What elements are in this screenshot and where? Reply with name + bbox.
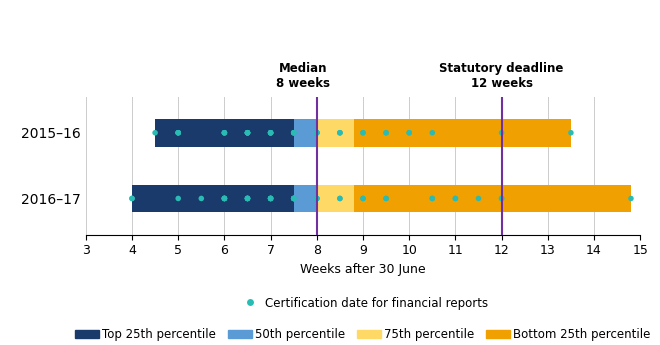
Point	[288, 130, 299, 136]
Point	[219, 130, 230, 136]
Point	[265, 130, 276, 136]
Point	[381, 130, 391, 136]
Point	[265, 130, 276, 136]
Point	[196, 196, 207, 201]
X-axis label: Weeks after 30 June: Weeks after 30 June	[300, 263, 426, 276]
Point	[219, 130, 230, 136]
Point	[358, 196, 368, 201]
Point	[566, 130, 576, 136]
Point	[288, 130, 299, 136]
Point	[312, 196, 322, 201]
Bar	[317, 119, 354, 147]
Point	[265, 196, 276, 201]
Bar	[354, 119, 571, 147]
Point	[358, 130, 368, 136]
Point	[173, 130, 183, 136]
Point	[265, 130, 276, 136]
Point	[288, 196, 299, 201]
Point	[242, 130, 253, 136]
Point	[450, 196, 461, 201]
Point	[219, 196, 230, 201]
Point	[404, 130, 414, 136]
Point	[242, 196, 253, 201]
Point	[265, 130, 276, 136]
Point	[173, 196, 183, 201]
Point	[381, 196, 391, 201]
Point	[358, 130, 368, 136]
Point	[626, 196, 636, 201]
Text: Statutory deadline
12 weeks: Statutory deadline 12 weeks	[440, 62, 564, 90]
Legend: Top 25th percentile, 50th percentile, 75th percentile, Bottom 25th percentile: Top 25th percentile, 50th percentile, 75…	[71, 324, 655, 345]
Point	[427, 196, 438, 201]
Point	[312, 196, 322, 201]
Bar	[354, 185, 631, 212]
Point	[427, 130, 438, 136]
Point	[312, 196, 322, 201]
Point	[127, 196, 137, 201]
Point	[427, 196, 438, 201]
Point	[312, 130, 322, 136]
Point	[242, 130, 253, 136]
Point	[173, 130, 183, 136]
Point	[312, 196, 322, 201]
Point	[173, 130, 183, 136]
Point	[473, 196, 484, 201]
Point	[219, 196, 230, 201]
Point	[265, 196, 276, 201]
Bar	[155, 119, 294, 147]
Point	[288, 130, 299, 136]
Point	[265, 130, 276, 136]
Point	[312, 130, 322, 136]
Point	[150, 130, 160, 136]
Point	[127, 196, 137, 201]
Bar	[294, 185, 317, 212]
Bar	[294, 119, 317, 147]
Point	[242, 130, 253, 136]
Point	[265, 196, 276, 201]
Point	[288, 130, 299, 136]
Point	[335, 196, 345, 201]
Point	[381, 130, 391, 136]
Point	[242, 196, 253, 201]
Point	[496, 130, 507, 136]
Point	[242, 130, 253, 136]
Point	[219, 196, 230, 201]
Point	[242, 196, 253, 201]
Point	[312, 130, 322, 136]
Point	[242, 196, 253, 201]
Point	[381, 196, 391, 201]
Point	[288, 196, 299, 201]
Point	[219, 196, 230, 201]
Bar	[317, 185, 354, 212]
Point	[312, 130, 322, 136]
Point	[335, 130, 345, 136]
Point	[242, 130, 253, 136]
Point	[335, 196, 345, 201]
Point	[219, 130, 230, 136]
Point	[288, 196, 299, 201]
Bar	[132, 185, 294, 212]
Point	[496, 196, 507, 201]
Point	[404, 130, 414, 136]
Point	[219, 196, 230, 201]
Text: Median
8 weeks: Median 8 weeks	[276, 62, 330, 90]
Point	[242, 196, 253, 201]
Point	[358, 196, 368, 201]
Point	[312, 130, 322, 136]
Point	[265, 196, 276, 201]
Point	[450, 196, 461, 201]
Point	[288, 196, 299, 201]
Point	[173, 130, 183, 136]
Point	[335, 130, 345, 136]
Point	[265, 196, 276, 201]
Point	[496, 196, 507, 201]
Point	[288, 196, 299, 201]
Point	[219, 130, 230, 136]
Point	[242, 130, 253, 136]
Point	[335, 130, 345, 136]
